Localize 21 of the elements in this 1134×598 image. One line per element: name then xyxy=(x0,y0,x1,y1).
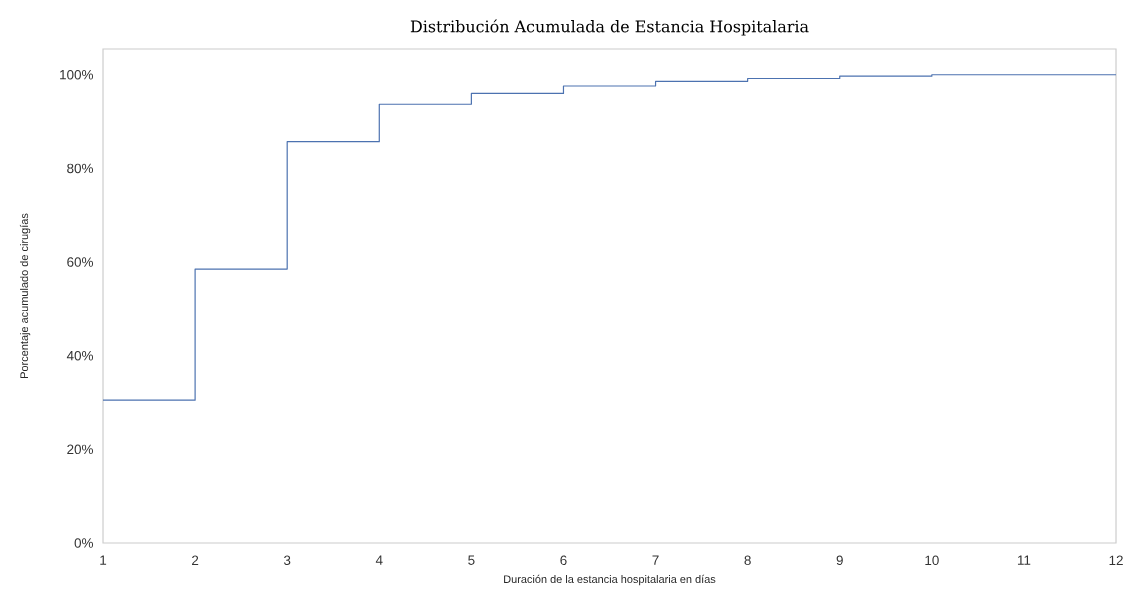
y-tick-label: 40% xyxy=(66,350,94,361)
y-tick-label: 100% xyxy=(60,69,94,80)
y-tick-label: 0% xyxy=(74,538,94,548)
x-axis-title: Duración de la estancia hospitalaria en días xyxy=(504,574,716,586)
x-tick-label: 6 xyxy=(560,555,567,566)
x-tick-label: 8 xyxy=(744,555,751,566)
x-tick-label: 12 xyxy=(1109,555,1123,565)
x-tick-label: 1 xyxy=(100,555,107,565)
x-tick-label: 4 xyxy=(375,555,383,565)
x-tick-label: 2 xyxy=(192,555,199,565)
x-tick-label: 10 xyxy=(925,555,939,566)
chart-title: Distribución Acumulada de Estancia Hospitalaria xyxy=(410,19,809,36)
y-axis-title: Porcentaje acumulado de cirugías xyxy=(19,213,31,378)
x-tick-label: 7 xyxy=(652,555,659,565)
x-tick-label: 9 xyxy=(836,555,843,566)
x-tick-label: 3 xyxy=(283,555,291,566)
y-tick-label: 60% xyxy=(67,257,94,267)
y-tick-label: 20% xyxy=(67,444,94,455)
x-tick-label: 5 xyxy=(468,555,475,565)
y-tick-label: 80% xyxy=(67,163,94,174)
x-tick-label: 11 xyxy=(1017,555,1031,565)
